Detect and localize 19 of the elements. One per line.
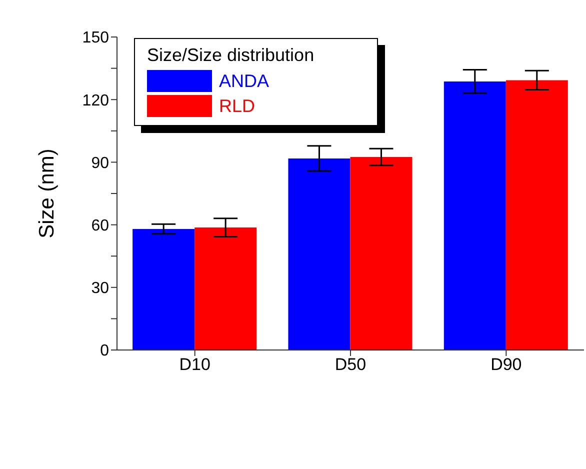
- legend-label: RLD: [219, 96, 256, 116]
- bar: [506, 80, 568, 350]
- y-tick-label: 90: [91, 154, 110, 172]
- legend-label: ANDA: [219, 70, 270, 92]
- y-tick-label: 60: [91, 217, 110, 234]
- bar: [194, 228, 257, 350]
- y-axis-title: Size (nm): [35, 148, 58, 238]
- x-tick-label: D10: [179, 355, 210, 374]
- bar: [350, 156, 412, 350]
- y-tick-label: 150: [82, 30, 110, 47]
- y-tick-label: 120: [82, 92, 110, 110]
- bar: [444, 81, 506, 350]
- y-tick-label: 0: [100, 342, 110, 360]
- y-tick-label: 30: [91, 280, 110, 298]
- x-tick-label: D50: [334, 355, 366, 374]
- bar: [132, 228, 195, 350]
- x-tick-label: D90: [490, 355, 522, 374]
- legend-title: Size/Size distribution: [147, 45, 316, 66]
- bar: [288, 158, 350, 350]
